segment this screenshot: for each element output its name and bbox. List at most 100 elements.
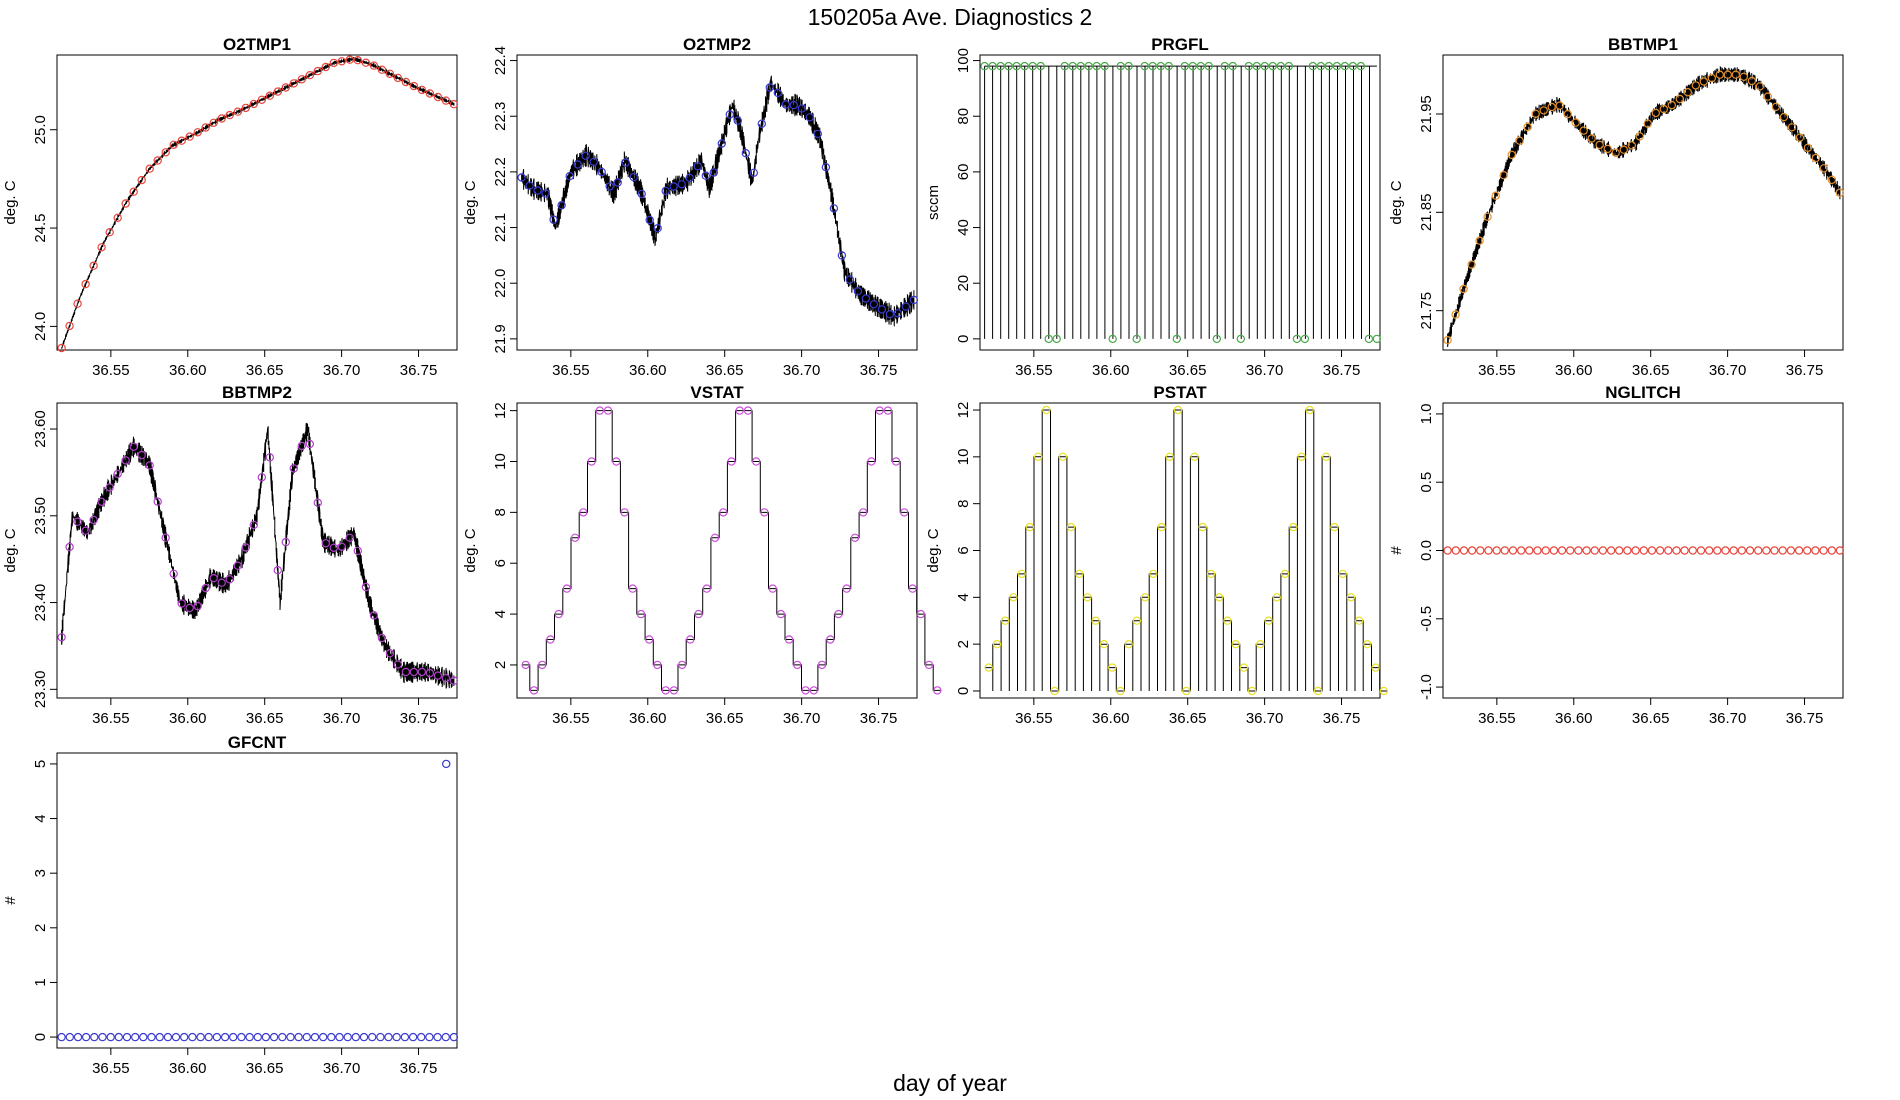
data-point xyxy=(425,1032,434,1042)
data-point xyxy=(65,321,74,331)
data-point xyxy=(1595,140,1604,150)
data-point xyxy=(1164,61,1174,71)
data-point xyxy=(1066,522,1076,532)
data-point xyxy=(257,95,266,105)
y-tick-label: 5 xyxy=(32,760,49,768)
data-point xyxy=(185,132,194,141)
data-point xyxy=(327,1032,336,1042)
data-point xyxy=(933,686,942,695)
panel-title-nglitch: NGLITCH xyxy=(1605,383,1681,402)
data-point xyxy=(1028,61,1037,71)
data-point xyxy=(442,759,451,769)
data-point xyxy=(1321,452,1331,461)
data-point xyxy=(1651,108,1661,118)
data-point xyxy=(1794,546,1804,555)
data-point xyxy=(1156,61,1166,71)
series-spikes-prgfl xyxy=(984,66,1370,339)
x-tick-label: 36.70 xyxy=(1246,362,1284,379)
y-axis-label-vstat: deg. C xyxy=(462,528,479,572)
data-point xyxy=(1012,61,1021,71)
data-point xyxy=(377,65,387,74)
x-tick-label: 36.70 xyxy=(1709,710,1747,727)
data-point xyxy=(1004,61,1013,71)
data-point xyxy=(645,215,654,225)
data-point xyxy=(1212,334,1222,344)
data-point xyxy=(834,609,843,619)
panel-title-vstat: VSTAT xyxy=(690,383,744,402)
data-point xyxy=(1107,663,1117,672)
data-point xyxy=(850,533,860,543)
data-point xyxy=(177,136,186,145)
data-point xyxy=(130,1032,140,1042)
data-point xyxy=(81,279,90,289)
data-point xyxy=(842,584,851,593)
data-point xyxy=(273,87,282,96)
data-point xyxy=(193,128,202,137)
data-point xyxy=(1565,546,1575,555)
data-point xyxy=(781,100,791,109)
data-point xyxy=(1239,663,1249,672)
data-point xyxy=(637,189,646,199)
y-tick-label: 100 xyxy=(955,48,972,73)
data-point xyxy=(417,667,427,677)
data-point xyxy=(409,81,419,91)
x-tick-label: 36.55 xyxy=(92,362,130,379)
data-point xyxy=(137,175,146,185)
x-tick-label: 36.60 xyxy=(1092,362,1130,379)
data-point xyxy=(401,77,411,87)
data-point xyxy=(797,104,807,113)
data-point xyxy=(1762,546,1771,555)
data-point xyxy=(57,343,66,353)
data-point xyxy=(765,83,775,92)
data-point xyxy=(281,83,290,92)
data-point xyxy=(201,583,210,593)
data-point xyxy=(113,213,122,222)
data-point xyxy=(1083,593,1092,602)
data-point xyxy=(1196,61,1206,71)
y-axis-label-bbtmp2: deg. C xyxy=(2,528,19,572)
data-point xyxy=(335,1032,344,1042)
data-point xyxy=(161,533,170,542)
data-point xyxy=(565,171,574,181)
x-tick-label: 36.60 xyxy=(169,362,207,379)
x-tick-label: 36.60 xyxy=(1555,362,1593,379)
data-point xyxy=(996,61,1005,71)
y-tick-label: 24.5 xyxy=(32,213,49,242)
x-tick-label: 36.75 xyxy=(400,1060,438,1077)
data-point xyxy=(1363,640,1372,649)
data-point xyxy=(1590,546,1599,555)
data-point xyxy=(289,464,298,473)
data-point xyxy=(1723,70,1733,79)
y-tick-label: 1.0 xyxy=(1418,403,1435,424)
data-point xyxy=(743,406,753,415)
x-tick-label: 36.60 xyxy=(1555,710,1593,727)
x-tick-label: 36.75 xyxy=(1323,362,1361,379)
data-point xyxy=(97,497,106,506)
data-point xyxy=(867,457,876,466)
data-point xyxy=(1549,546,1559,555)
data-point xyxy=(581,151,590,160)
data-point xyxy=(329,58,338,68)
y-tick-label: 4 xyxy=(955,593,972,601)
data-point xyxy=(57,633,66,642)
y-tick-label: 8 xyxy=(492,508,509,516)
y-tick-label: 10 xyxy=(492,453,509,470)
data-point xyxy=(385,649,395,658)
data-point xyxy=(603,406,613,415)
data-point xyxy=(1778,546,1787,555)
panel-pstat: PSTAT 36.55 36.60 36.65 36.70 36.75 0 2 4 6 8 10 12 d… xyxy=(925,383,1389,727)
data-point xyxy=(845,275,855,284)
data-point xyxy=(351,1032,360,1042)
series-step-pstat xyxy=(984,409,1388,692)
data-point xyxy=(204,1032,213,1042)
y-tick-label: -1.0 xyxy=(1418,674,1435,700)
data-point xyxy=(1539,106,1548,115)
data-point xyxy=(1802,546,1812,555)
data-point xyxy=(1305,405,1314,415)
data-point xyxy=(377,633,387,643)
data-point xyxy=(361,582,371,592)
data-point xyxy=(105,483,114,492)
data-point xyxy=(1516,546,1526,555)
panel-bbtmp1: BBTMP1 36.55 36.60 36.65 36.70 36.75 21.75 21.8… xyxy=(1388,35,1845,379)
data-point xyxy=(433,671,443,680)
